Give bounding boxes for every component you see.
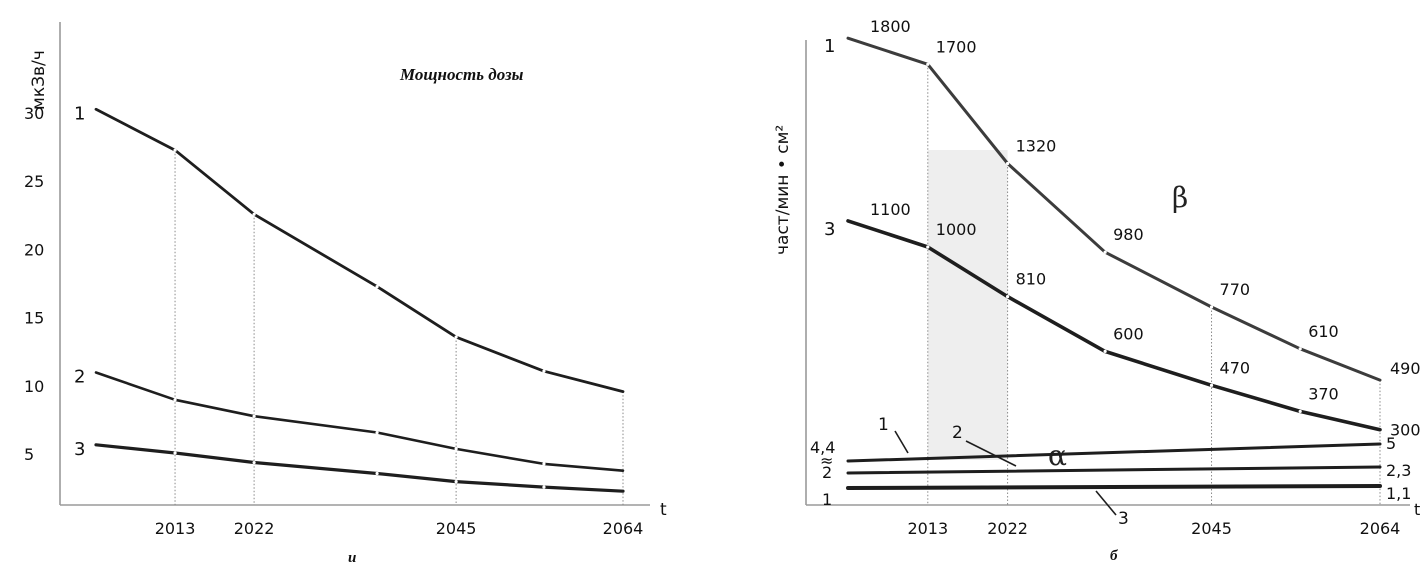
chart-b-caption: б: [1110, 548, 1118, 564]
chart-a-title: Мощность дозы: [399, 65, 524, 84]
beta-value-label: 810: [1016, 270, 1047, 289]
alpha-left-value-label: 4,4: [810, 438, 835, 457]
chart-a-series-label: 2: [74, 367, 85, 388]
chart-a-point-marker: [173, 451, 177, 455]
beta-series-label: 1: [824, 36, 835, 57]
chart-a-point-marker: [252, 212, 256, 216]
beta-value-label: 470: [1220, 358, 1251, 377]
alpha-callout-label: 3: [1118, 509, 1129, 529]
beta-value-label: 490: [1390, 359, 1421, 378]
alpha-left-value-label: 2: [822, 463, 832, 482]
chart-b-x-tick-label: 2045: [1191, 519, 1232, 538]
beta-series-label: 3: [824, 219, 835, 240]
chart-b-shaded-band: [927, 150, 1008, 460]
alpha-right-value-label: 1,1: [1386, 484, 1411, 503]
beta-value-label: 980: [1113, 225, 1144, 244]
chart-b-x-tick-label: 2022: [987, 519, 1028, 538]
chart-a-point-marker: [454, 447, 458, 451]
beta-point-marker: [1298, 347, 1302, 351]
chart-b-x-tick-label: 2013: [907, 519, 948, 538]
beta-value-label: 370: [1308, 384, 1339, 403]
alpha-right-value-label: 2,3: [1386, 461, 1411, 480]
chart-a-x-tick-label: 2064: [603, 519, 644, 538]
chart-a-point-marker: [542, 369, 546, 373]
chart-a-point-marker: [252, 414, 256, 418]
chart-a-point-marker: [252, 460, 256, 465]
chart-b-x-tick-label: 2064: [1360, 519, 1401, 538]
chart-a-x-tick-label: 2022: [234, 519, 275, 538]
beta-value-label: 1320: [1016, 136, 1057, 155]
chart-b-ylabel: част/мин • см²: [773, 125, 793, 255]
chart-a-y-tick-label: 15: [24, 309, 44, 328]
beta-value-label: 1000: [936, 220, 977, 239]
chart-a-x-tick-label: 2045: [436, 519, 477, 538]
chart-a-point-marker: [454, 335, 458, 339]
beta-point-marker: [1103, 250, 1107, 254]
chart-a-point-marker: [375, 284, 379, 289]
beta-point-marker: [926, 62, 930, 66]
alpha-callout-leader: [894, 430, 909, 454]
chart-a-y-tick-label: 30: [24, 104, 44, 123]
alpha-right-value-label: 5: [1386, 434, 1396, 453]
chart-a-y-tick-label: 25: [24, 172, 44, 191]
beta-value-label: 600: [1113, 324, 1144, 343]
alpha-series-line-3: [846, 484, 1382, 490]
alpha-callout-leader: [965, 440, 1017, 467]
chart-b-xlabel: t: [1414, 500, 1420, 519]
beta-point-marker: [1298, 409, 1302, 414]
alpha-callout-label: 1: [878, 415, 889, 435]
alpha-series-line-1: [846, 442, 1382, 463]
chart-a-point-marker: [454, 480, 458, 484]
beta-point-marker: [1006, 294, 1010, 299]
alpha-left-value-label: 1: [822, 490, 832, 509]
beta-point-marker: [1103, 349, 1107, 353]
beta-point-marker: [1209, 305, 1214, 309]
axis-break-mark: ≈: [820, 451, 833, 470]
alpha-callout-leader: [1095, 490, 1117, 516]
chart-a-point-marker: [542, 462, 546, 466]
chart-a-x-tick-label: 2013: [155, 519, 196, 538]
chart-a-caption: и: [348, 550, 356, 564]
chart-a-series-label: 1: [74, 103, 85, 124]
chart-a-y-tick-label: 10: [24, 377, 44, 396]
chart-a-point-marker: [173, 148, 177, 152]
chart-a-y-tick-label: 20: [24, 240, 44, 259]
beta-point-marker: [926, 245, 930, 249]
chart-a-point-marker: [173, 398, 177, 402]
beta-point-marker: [1006, 161, 1010, 166]
chart-a-point-marker: [375, 471, 379, 476]
chart-a-ylabel: мкЗв/ч: [29, 50, 49, 110]
beta-value-label: 610: [1308, 322, 1339, 341]
chart-a-point-marker: [375, 430, 379, 435]
beta-value-label: 300: [1390, 421, 1421, 440]
beta-point-marker: [1209, 383, 1214, 387]
chart-a-series-label: 3: [74, 439, 85, 460]
beta-group-label: β: [1172, 181, 1188, 214]
beta-value-label: 1800: [870, 17, 911, 36]
alpha-callout-label: 2: [952, 423, 963, 443]
beta-value-label: 1100: [870, 200, 911, 219]
beta-value-label: 770: [1220, 280, 1251, 299]
chart-a-xlabel: t: [660, 500, 667, 520]
beta-value-label: 1700: [936, 37, 977, 56]
chart-a-point-marker: [542, 485, 546, 489]
chart-a-y-tick-label: 5: [24, 445, 34, 464]
alpha-series-line-2: [846, 465, 1382, 475]
